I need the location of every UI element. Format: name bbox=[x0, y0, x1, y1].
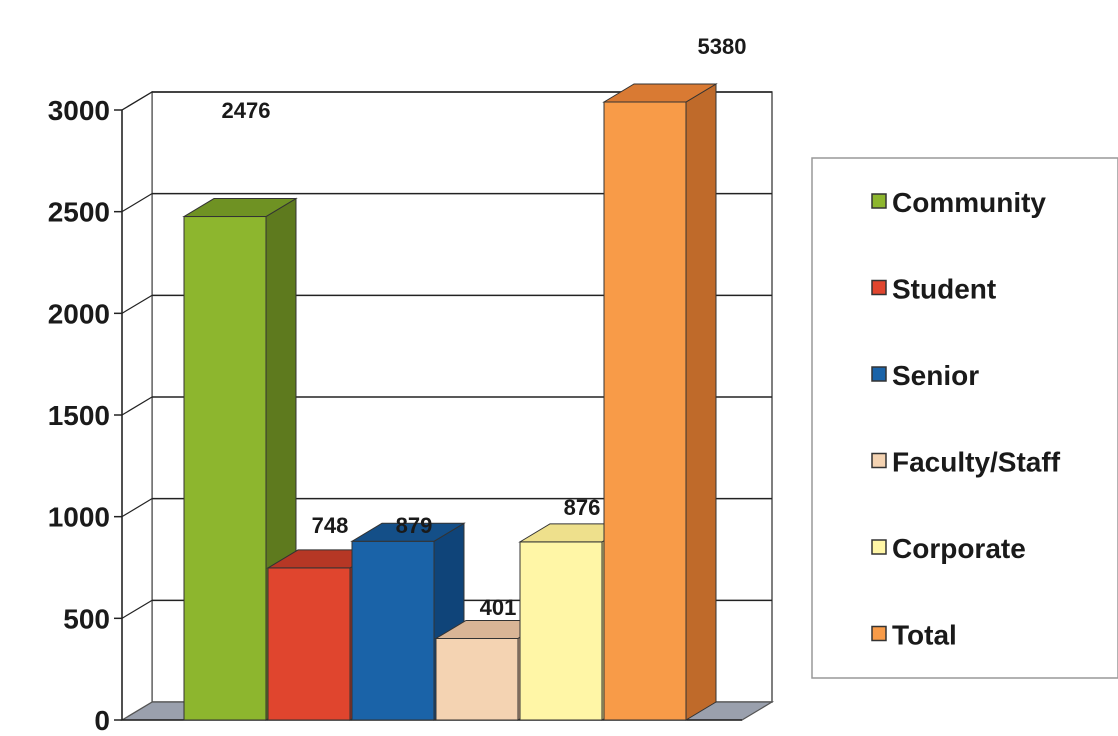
legend-swatch bbox=[871, 625, 887, 642]
data-label-senior: 879 bbox=[396, 513, 433, 538]
bar-corporate bbox=[519, 541, 603, 721]
data-label-corporate: 876 bbox=[564, 495, 601, 520]
legend-entry: Total bbox=[892, 620, 957, 651]
bar-side bbox=[685, 83, 717, 721]
bar-top bbox=[602, 83, 718, 103]
legend-entry: Student bbox=[892, 274, 996, 305]
bar-senior bbox=[351, 540, 435, 721]
data-label-faculty-staff: 401 bbox=[480, 595, 517, 620]
gridline-side bbox=[121, 193, 153, 213]
gridline-side bbox=[121, 396, 153, 416]
legend-entry: Faculty/Staff bbox=[892, 447, 1061, 478]
bar-faculty-staff bbox=[435, 637, 519, 721]
y-tick-label: 3000 bbox=[48, 95, 110, 126]
y-tick-label: 2500 bbox=[48, 197, 110, 228]
bar-student bbox=[267, 567, 351, 721]
legend-swatch bbox=[871, 452, 887, 469]
bar-community bbox=[183, 216, 267, 721]
data-label-community: 2476 bbox=[222, 98, 271, 123]
legend-swatch bbox=[871, 366, 887, 382]
y-tick-label: 0 bbox=[94, 705, 110, 736]
gridline-side bbox=[121, 294, 153, 314]
legend-entry: Corporate bbox=[892, 533, 1026, 564]
y-tick-label: 500 bbox=[63, 603, 110, 634]
bar-top bbox=[182, 198, 298, 218]
data-label-student: 748 bbox=[312, 513, 349, 538]
bar-top bbox=[350, 522, 466, 542]
gridline-side bbox=[121, 599, 153, 619]
legend-swatch bbox=[871, 279, 887, 296]
bar-total bbox=[603, 101, 687, 721]
legend-swatch bbox=[871, 193, 887, 209]
legend-box bbox=[811, 157, 1118, 679]
data-label-total: 5380 bbox=[698, 34, 747, 59]
y-tick-label: 1000 bbox=[48, 502, 110, 533]
gridline-side bbox=[121, 498, 153, 518]
gridline-side bbox=[121, 91, 153, 111]
legend-swatch bbox=[871, 539, 887, 555]
legend-entry: Community bbox=[892, 187, 1046, 218]
y-tick-label: 2000 bbox=[48, 298, 110, 329]
y-tick-label: 1500 bbox=[48, 400, 110, 431]
legend-entry: Senior bbox=[892, 360, 979, 391]
